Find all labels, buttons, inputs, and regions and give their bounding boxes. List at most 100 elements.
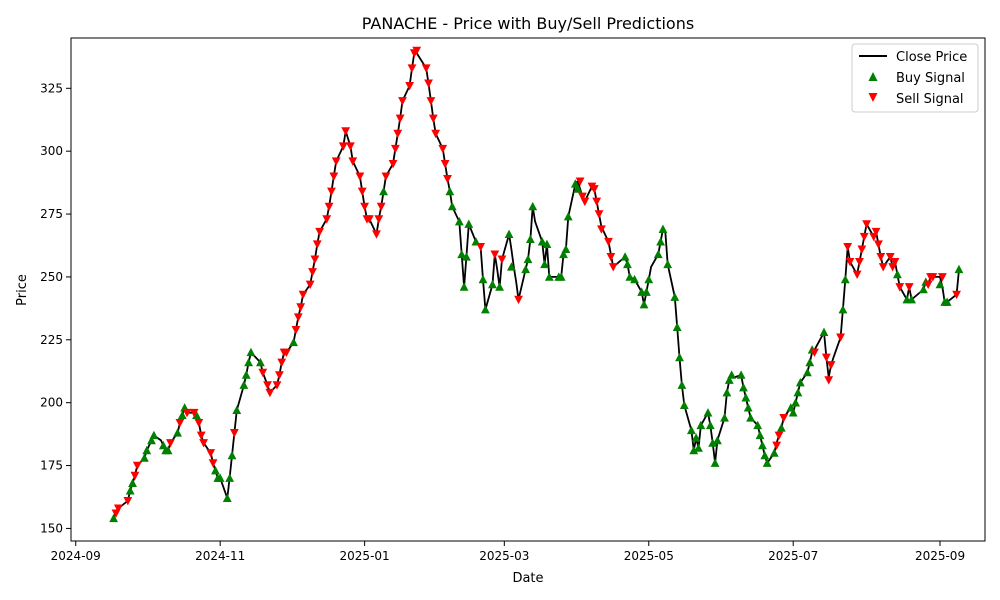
plot-area	[109, 46, 964, 523]
sell-signal-marker	[364, 215, 374, 224]
buy-signal-marker	[521, 264, 531, 274]
sell-signal-marker	[421, 64, 431, 73]
sell-signal-marker	[324, 202, 334, 212]
sell-signal-marker	[132, 461, 142, 471]
sell-signal-marker	[274, 371, 284, 380]
buy-signal-marker	[658, 224, 668, 233]
buy-signal-marker	[795, 377, 805, 387]
buy-signal-marker	[838, 305, 848, 314]
sell-signal-marker	[208, 459, 218, 468]
sell-signal-marker	[277, 358, 287, 368]
sell-signal-marker	[182, 408, 192, 418]
buy-signal-marker	[644, 274, 654, 284]
sell-signal-marker	[904, 283, 914, 292]
buy-signal-marker	[379, 186, 388, 196]
buy-signal-marker	[289, 337, 298, 347]
legend-label-close-price: Close Price	[896, 50, 967, 65]
sell-signal-marker	[578, 192, 587, 202]
buy-signal-marker	[556, 272, 566, 281]
sell-signal-marker	[327, 187, 336, 197]
buy-signal-marker	[722, 388, 732, 397]
sell-signal-marker	[438, 144, 448, 154]
sell-signal-marker	[398, 97, 407, 106]
sell-signal-marker	[871, 227, 881, 237]
buy-signal-marker	[525, 234, 535, 243]
sell-signal-marker	[774, 431, 784, 440]
buy-signal-marker	[679, 400, 689, 409]
buy-signal-marker	[753, 420, 763, 430]
x-tick-label: 2025-03	[479, 549, 529, 563]
sell-signal-marker	[514, 295, 523, 305]
x-tick-label: 2025-09	[915, 549, 965, 563]
buy-signal-marker	[791, 398, 800, 407]
sell-signal-marker	[298, 290, 308, 300]
sell-signal-marker	[606, 253, 616, 262]
buy-signal-marker	[528, 201, 538, 211]
sell-signal-marker	[608, 263, 618, 272]
sell-signal-marker	[374, 215, 384, 224]
buy-signal-marker	[623, 259, 632, 269]
chart-title: PANACHE - Price with Buy/Sell Prediction…	[362, 14, 694, 33]
buy-signal-marker	[793, 388, 803, 397]
sell-signal-marker	[166, 439, 175, 448]
sell-signal-marker	[497, 255, 507, 264]
buy-signal-marker	[819, 327, 829, 337]
buy-signal-marker	[447, 201, 457, 211]
sell-signal-marker	[206, 449, 216, 458]
buy-signal-marker	[696, 420, 706, 430]
buy-signal-marker	[480, 305, 490, 314]
y-axis-ticks: 150 175 200 225 250 275 300 325	[40, 81, 71, 535]
buy-signal-marker	[724, 375, 734, 384]
buy-signal-marker	[653, 249, 663, 259]
legend-box	[851, 43, 979, 113]
sell-signal-marker	[862, 220, 872, 229]
sell-signal-marker	[123, 496, 133, 506]
buy-signal-marker	[573, 184, 583, 193]
sell-signal-marker	[952, 290, 961, 300]
buy-signal-marker	[459, 282, 469, 291]
buy-signal-marker	[710, 458, 720, 467]
sell-signal-marker	[428, 114, 438, 124]
buy-signal-marker	[689, 445, 699, 455]
buy-signal-marker	[907, 294, 916, 304]
legend-label-sell-signal: Sell Signal	[896, 92, 964, 107]
sell-signal-marker	[874, 240, 883, 249]
buy-signal-marker	[639, 299, 649, 309]
sell-signal-marker	[443, 175, 452, 184]
sell-signal-marker	[937, 273, 947, 282]
buy-signal-marker	[222, 493, 232, 503]
legend-buy-triangle-icon	[868, 72, 878, 81]
buy-signal-marker	[788, 408, 798, 417]
x-tick-label: 2025-05	[624, 549, 674, 563]
buy-signal-marker	[211, 465, 220, 475]
sell-signal-marker	[597, 225, 606, 234]
buy-signal-marker	[256, 357, 265, 367]
buy-signal-marker	[663, 259, 673, 269]
sell-signal-marker	[407, 64, 417, 73]
buy-signal-marker	[641, 287, 651, 296]
buy-signal-marker	[173, 428, 182, 437]
sell-signal-marker	[291, 325, 301, 335]
sell-signal-marker	[196, 431, 206, 440]
buy-signal-marker	[559, 249, 568, 259]
x-axis-label: Date	[512, 571, 543, 586]
buy-signal-marker	[954, 264, 964, 274]
sell-signal-marker	[589, 185, 599, 194]
buy-signal-marker	[630, 274, 639, 284]
buy-signal-marker	[919, 284, 928, 294]
buy-signal-marker	[445, 186, 455, 196]
legend: Close Price Buy Signal Sell Signal	[851, 43, 979, 113]
sell-signal-marker	[199, 439, 209, 448]
legend-label-buy-signal: Buy Signal	[896, 71, 965, 86]
buy-signal-marker	[488, 279, 497, 289]
sell-signal-marker	[594, 210, 604, 219]
sell-signal-marker	[346, 142, 355, 151]
buy-signal-marker	[727, 370, 737, 379]
buy-signal-marker	[457, 249, 467, 259]
buy-signal-marker	[544, 272, 554, 281]
buy-signal-marker	[495, 282, 504, 291]
sell-signal-marker	[113, 504, 123, 513]
buy-signal-marker	[244, 357, 253, 367]
buy-signal-marker	[805, 357, 815, 367]
